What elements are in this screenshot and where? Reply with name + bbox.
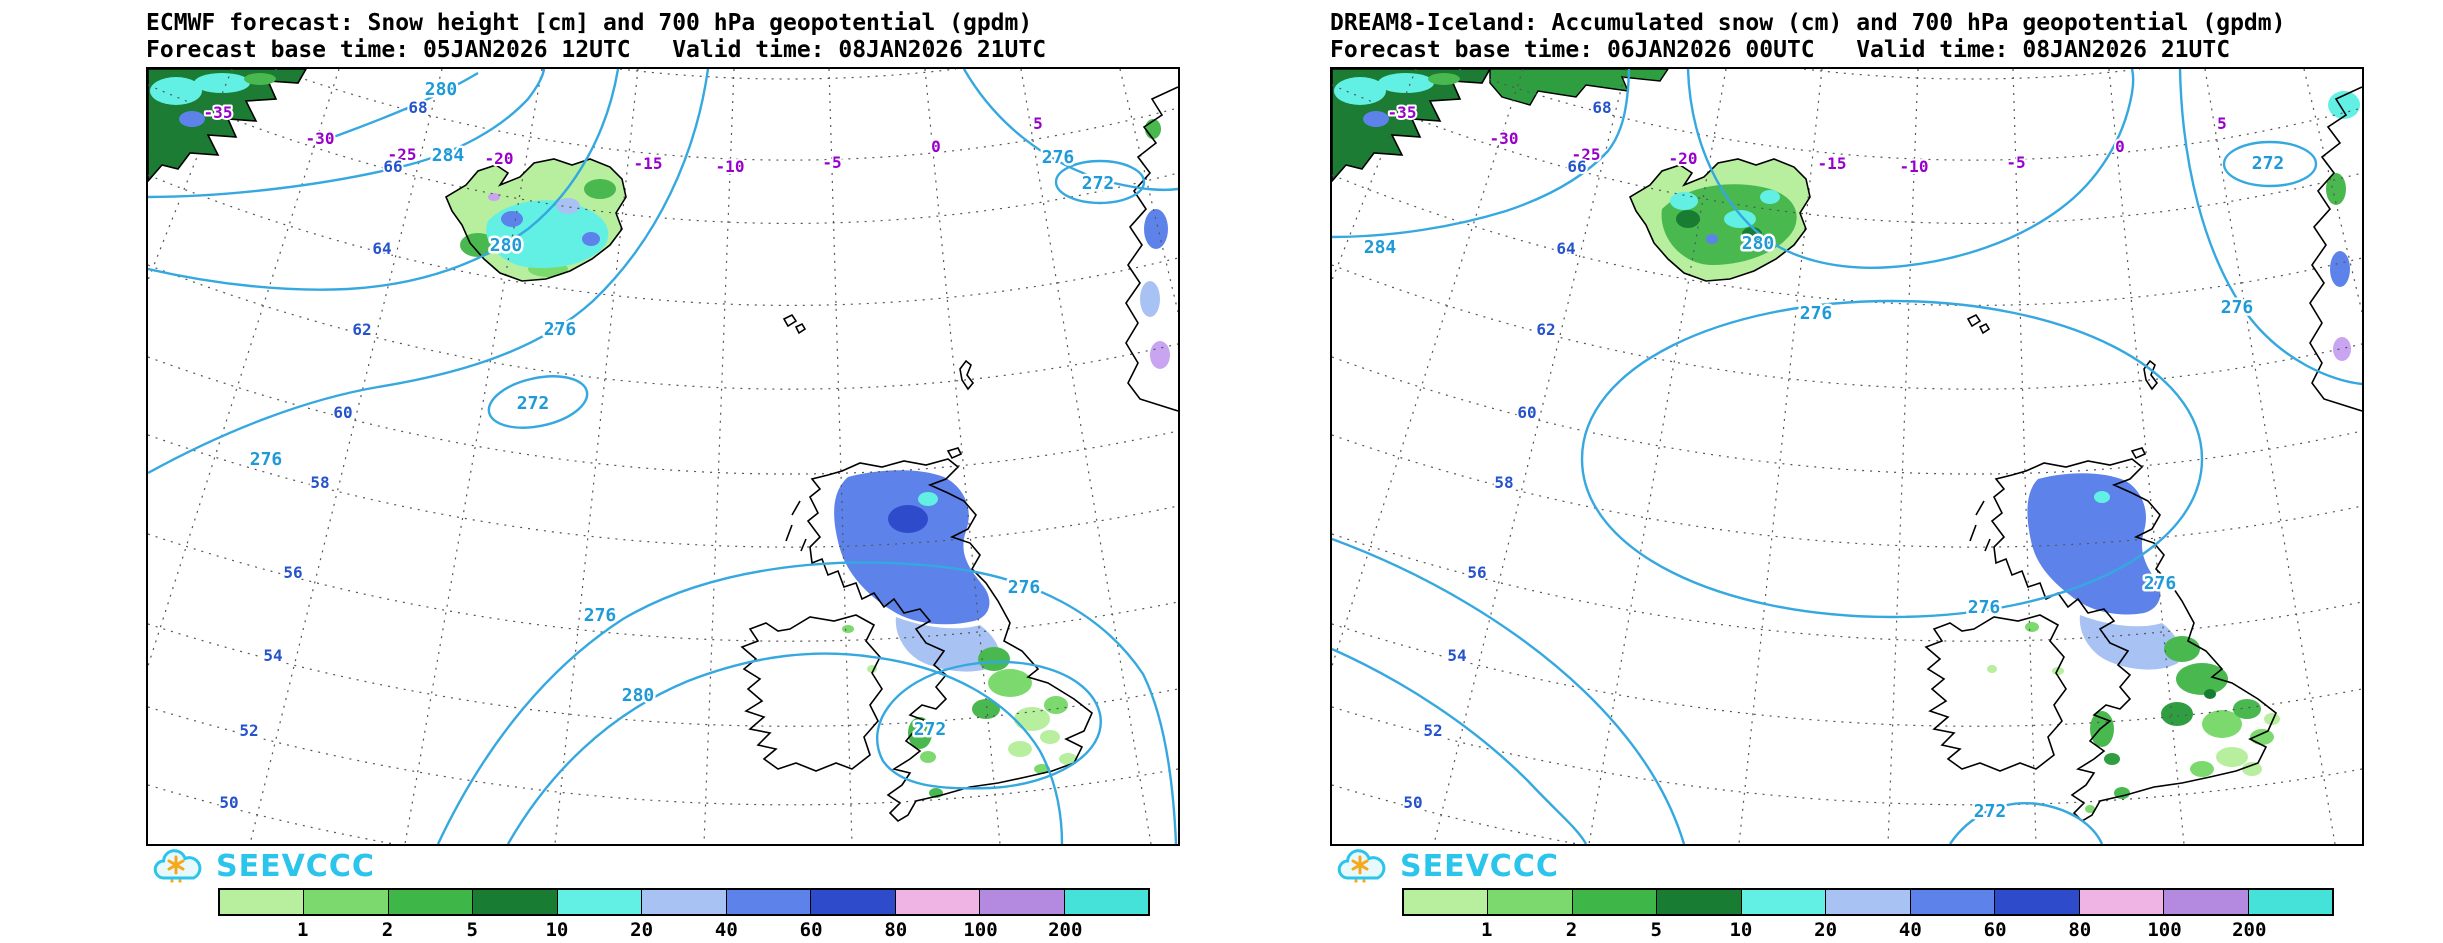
legend-value-label: 20 xyxy=(1814,919,1838,941)
legend-color-segment xyxy=(557,890,643,914)
map-title: DREAM8-Iceland: Accumulated snow (cm) an… xyxy=(1330,10,2286,36)
legend-color-segment xyxy=(642,890,727,914)
seevccc-cloud-icon xyxy=(153,849,202,883)
contour-label: 280 xyxy=(1742,233,1775,254)
legend-color-segment xyxy=(1572,890,1658,914)
legend-color-segment xyxy=(1064,890,1148,914)
contour-label: 276 xyxy=(1008,577,1041,598)
panel-ecmwf: ECMWF forecast: Snow height [cm] and 700… xyxy=(146,10,1182,941)
contour-label: 280 xyxy=(490,235,523,256)
contour-label: 272 xyxy=(2252,153,2285,174)
legend-value-label: 10 xyxy=(1729,919,1753,941)
legend-value-label: 5 xyxy=(466,919,478,941)
legend-value-label: 100 xyxy=(963,919,998,941)
legend-color-segment xyxy=(1404,890,1489,914)
snow-legend: 1 2 5 10 20 40 60 80 100 200 xyxy=(1402,888,2334,943)
contour-label: 272 xyxy=(914,719,947,740)
legend-bar xyxy=(1402,888,2334,916)
forecast-map-ecmwf: 280 284 280 276 276 272 276 276 280 272 … xyxy=(146,67,1180,846)
map-title: ECMWF forecast: Snow height [cm] and 700… xyxy=(146,10,1033,36)
contour-label: 276 xyxy=(584,605,617,626)
legend-color-segment xyxy=(2248,890,2332,914)
seevccc-logo: SEEVCCC xyxy=(1336,848,1559,884)
contour-label: 276 xyxy=(1968,597,2001,618)
seevccc-logo-text: SEEVCCC xyxy=(1400,848,1559,884)
seevccc-logo-text: SEEVCCC xyxy=(216,848,375,884)
forecast-map-dream8: 284 280 276 276 276 276 272 272 xyxy=(1330,67,2364,846)
legend-color-segment xyxy=(1657,890,1742,914)
contour-label: 276 xyxy=(1042,147,1075,168)
legend-value-label: 2 xyxy=(1565,919,1578,941)
legend-value-label: 20 xyxy=(630,919,654,941)
legend-value-label: 1 xyxy=(296,919,309,941)
snow-cover xyxy=(148,69,1170,798)
legend-value-label: 2 xyxy=(381,919,394,941)
legend-color-segment xyxy=(473,890,558,914)
legend-color-segment xyxy=(895,890,981,914)
contour-label: 280 xyxy=(425,79,458,100)
legend-labels: 1 2 5 10 20 40 60 80 100 200 xyxy=(1402,919,2334,943)
map-footer: SEEVCCC 1 2 5 10 20 40 60 80 100 200 xyxy=(1330,846,2366,941)
legend-value-label: 40 xyxy=(714,919,738,941)
legend-value-label: 5 xyxy=(1650,919,1662,941)
snow-cover xyxy=(1332,69,2360,813)
contour-labels: 284 280 276 276 276 276 272 272 xyxy=(1361,151,2287,825)
contour-label: 284 xyxy=(1364,237,1397,258)
legend-color-segment xyxy=(2164,890,2249,914)
legend-value-label: 80 xyxy=(884,919,908,941)
map-subtitle: Forecast base time: 06JAN2026 00UTC Vali… xyxy=(1330,37,2231,63)
legend-value-label: 200 xyxy=(2232,919,2267,941)
legend-value-label: 200 xyxy=(1048,919,1083,941)
legend-color-segment xyxy=(1910,890,1996,914)
contour-label: 280 xyxy=(622,685,655,706)
contour-label: 276 xyxy=(544,319,577,340)
legend-color-segment xyxy=(1995,890,2080,914)
legend-color-segment xyxy=(304,890,389,914)
legend-labels: 1 2 5 10 20 40 60 80 100 200 xyxy=(218,919,1150,943)
legend-value-label: 100 xyxy=(2147,919,2182,941)
legend-value-label: 40 xyxy=(1898,919,1922,941)
legend-bar xyxy=(218,888,1150,916)
seevccc-logo: SEEVCCC xyxy=(152,848,375,884)
contour-label: 276 xyxy=(1800,303,1833,324)
legend-value-label: 80 xyxy=(2068,919,2092,941)
contour-labels: 280 284 280 276 276 272 276 276 280 272 … xyxy=(247,77,1117,743)
legend-value-label: 60 xyxy=(799,919,823,941)
geopotential-contours xyxy=(148,69,1178,844)
map-footer: SEEVCCC 1 2 5 10 20 40 60 80 100 200 xyxy=(146,846,1182,941)
legend-color-segment xyxy=(2079,890,2165,914)
contour-label: 276 xyxy=(2221,297,2254,318)
contour-label: 276 xyxy=(250,449,283,470)
legend-color-segment xyxy=(1741,890,1827,914)
contour-label: 272 xyxy=(1082,173,1115,194)
contour-label: 272 xyxy=(1974,801,2007,822)
legend-color-segment xyxy=(388,890,474,914)
snow-legend: 1 2 5 10 20 40 60 80 100 200 xyxy=(218,888,1150,943)
seevccc-cloud-icon xyxy=(1337,849,1386,883)
contour-label: 272 xyxy=(517,393,550,414)
legend-value-label: 1 xyxy=(1480,919,1493,941)
contour-label: 276 xyxy=(2144,573,2177,594)
legend-color-segment xyxy=(980,890,1065,914)
map-subtitle: Forecast base time: 05JAN2026 12UTC Vali… xyxy=(146,37,1047,63)
geopotential-contours xyxy=(1332,69,2362,844)
legend-color-segment xyxy=(726,890,812,914)
panel-dream8: DREAM8-Iceland: Accumulated snow (cm) an… xyxy=(1330,10,2366,941)
legend-color-segment xyxy=(1488,890,1573,914)
legend-color-segment xyxy=(220,890,305,914)
legend-value-label: 60 xyxy=(1983,919,2007,941)
legend-color-segment xyxy=(1826,890,1911,914)
legend-color-segment xyxy=(811,890,896,914)
legend-value-label: 10 xyxy=(545,919,569,941)
contour-label: 284 xyxy=(432,145,465,166)
